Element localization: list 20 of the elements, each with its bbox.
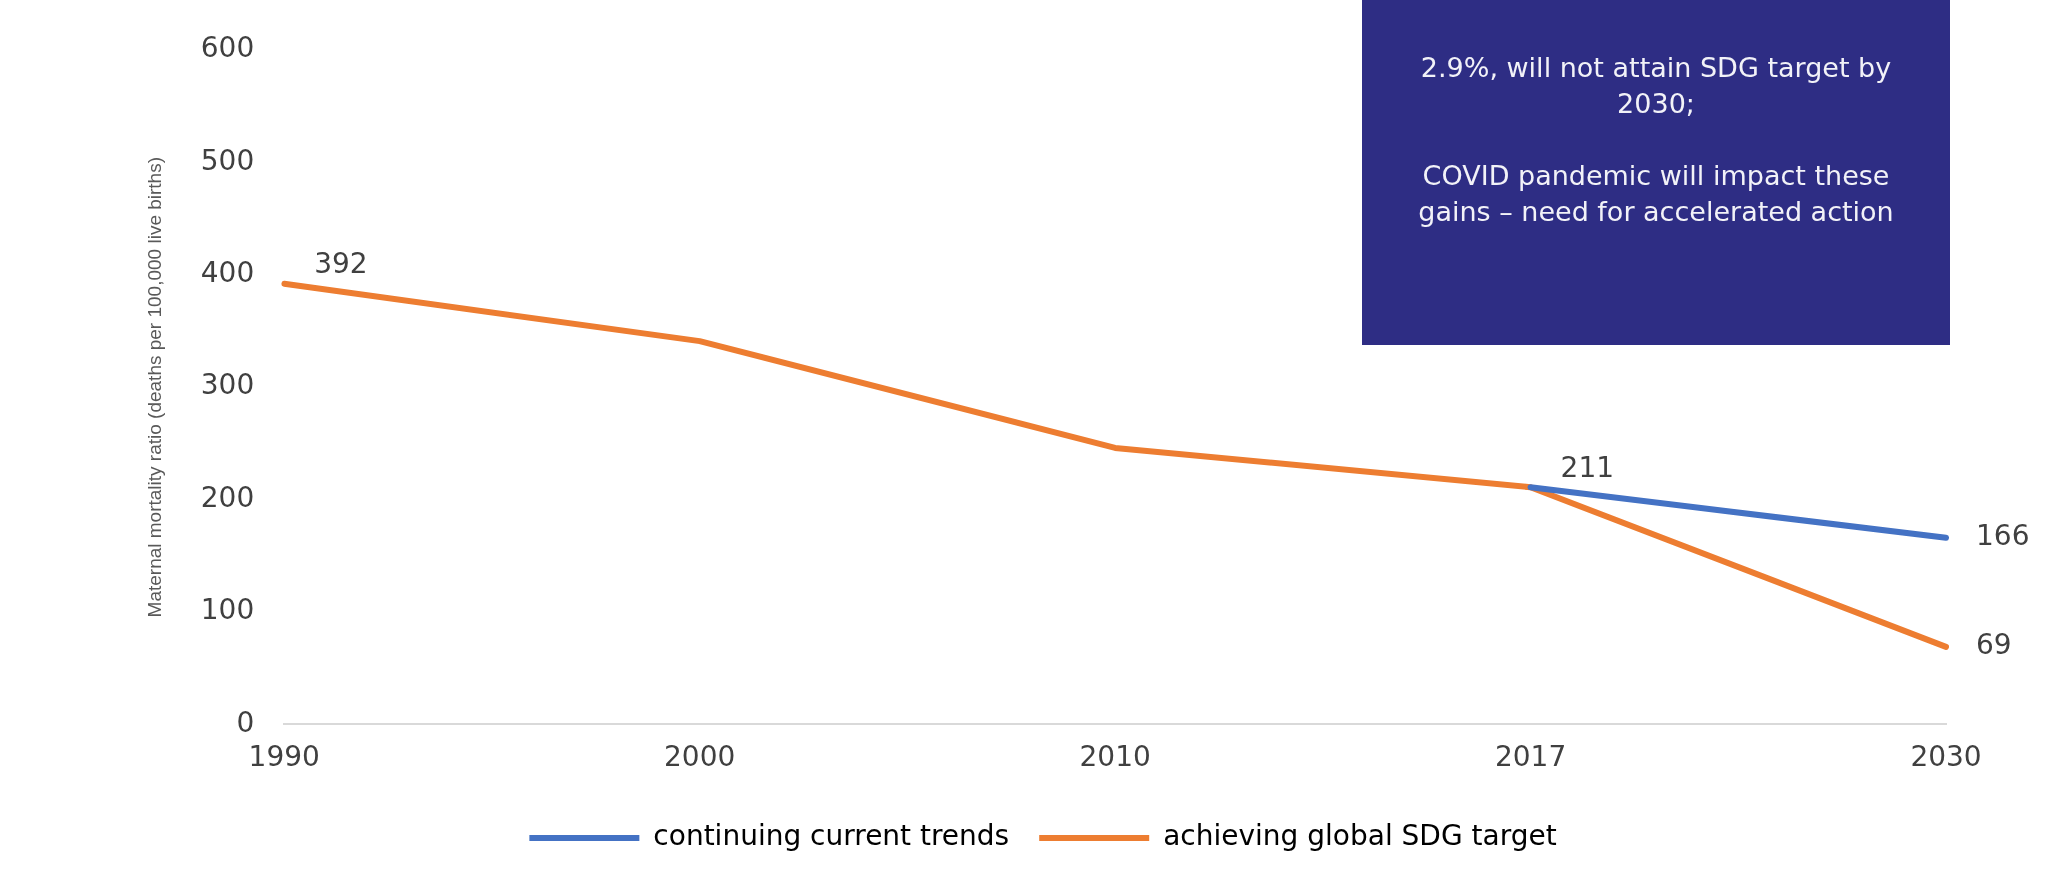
legend-label: continuing current trends — [653, 819, 1010, 853]
x-tick-label: 2000 — [664, 740, 736, 774]
x-tick-label: 1990 — [248, 740, 320, 774]
y-tick-label: 0 — [236, 705, 255, 739]
y-tick-label: 100 — [200, 593, 255, 627]
data-label: 211 — [1560, 450, 1615, 484]
note-box: 2.9%, will not attain SDG target by 2030; COVID pandemic will impact these gains – need for accelerated action — [1362, 0, 1950, 345]
x-tick-label: 2030 — [1910, 740, 1982, 774]
legend-label: achieving global SDG target — [1163, 819, 1557, 853]
y-tick-label: 200 — [200, 480, 255, 514]
x-tick-label: 2010 — [1079, 740, 1151, 774]
data-label: 392 — [314, 247, 368, 281]
x-tick-label: 2017 — [1494, 740, 1567, 774]
y-axis-title: Maternal mortality ratio (deaths per 100,000 live births) — [143, 156, 165, 618]
y-tick-label: 400 — [200, 256, 255, 290]
y-tick-label: 600 — [200, 31, 255, 65]
data-label: 166 — [1976, 519, 2030, 553]
y-tick-label: 300 — [200, 368, 255, 402]
data-label: 69 — [1976, 628, 2012, 662]
y-tick-label: 500 — [200, 143, 255, 177]
